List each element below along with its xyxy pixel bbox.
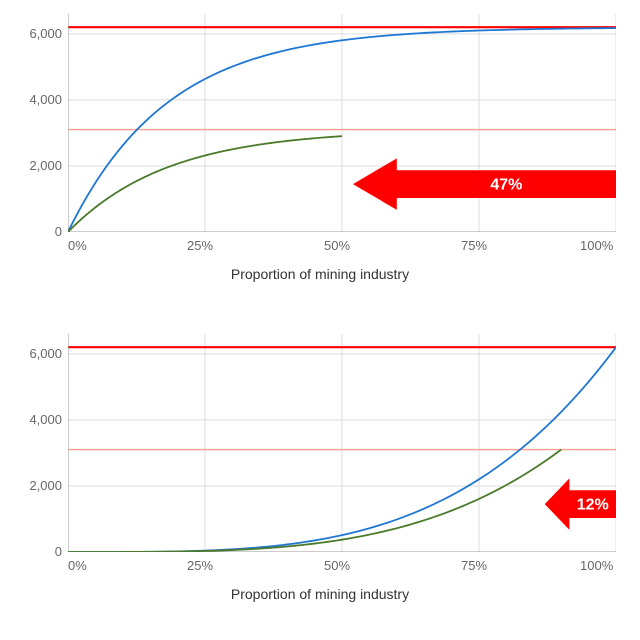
page: 47% Proportion of mining industry 0 2,000… — [0, 0, 640, 640]
y-tick-label: 6,000 — [29, 26, 62, 41]
top-panel: 47% Proportion of mining industry 0 2,000… — [0, 8, 640, 298]
top-chart: 47% — [68, 14, 616, 232]
y-tick-label: 2,000 — [29, 478, 62, 493]
y-tick-label: 0 — [55, 544, 62, 559]
y-tick-label: 4,000 — [29, 412, 62, 427]
x-tick-label: 25% — [187, 558, 213, 573]
arrow-label: 47% — [490, 176, 522, 193]
x-tick-label: 50% — [324, 238, 350, 253]
y-tick-label: 4,000 — [29, 92, 62, 107]
y-tick-label: 2,000 — [29, 158, 62, 173]
green-curve — [68, 450, 561, 552]
y-tick-label: 6,000 — [29, 346, 62, 361]
x-tick-label: 100% — [580, 558, 613, 573]
x-tick-label: 25% — [187, 238, 213, 253]
bottom-x-axis-label: Proportion of mining industry — [0, 586, 640, 602]
x-tick-label: 50% — [324, 558, 350, 573]
x-tick-label: 0% — [68, 238, 87, 253]
arrow-label: 12% — [577, 496, 609, 513]
x-tick-label: 75% — [461, 238, 487, 253]
x-tick-label: 100% — [580, 238, 613, 253]
x-tick-label: 0% — [68, 558, 87, 573]
bottom-panel: 12% Proportion of mining industry 0 2,000… — [0, 320, 640, 620]
top-x-axis-label: Proportion of mining industry — [0, 266, 640, 282]
bottom-chart: 12% — [68, 334, 616, 552]
y-tick-label: 0 — [55, 224, 62, 239]
x-tick-label: 75% — [461, 558, 487, 573]
